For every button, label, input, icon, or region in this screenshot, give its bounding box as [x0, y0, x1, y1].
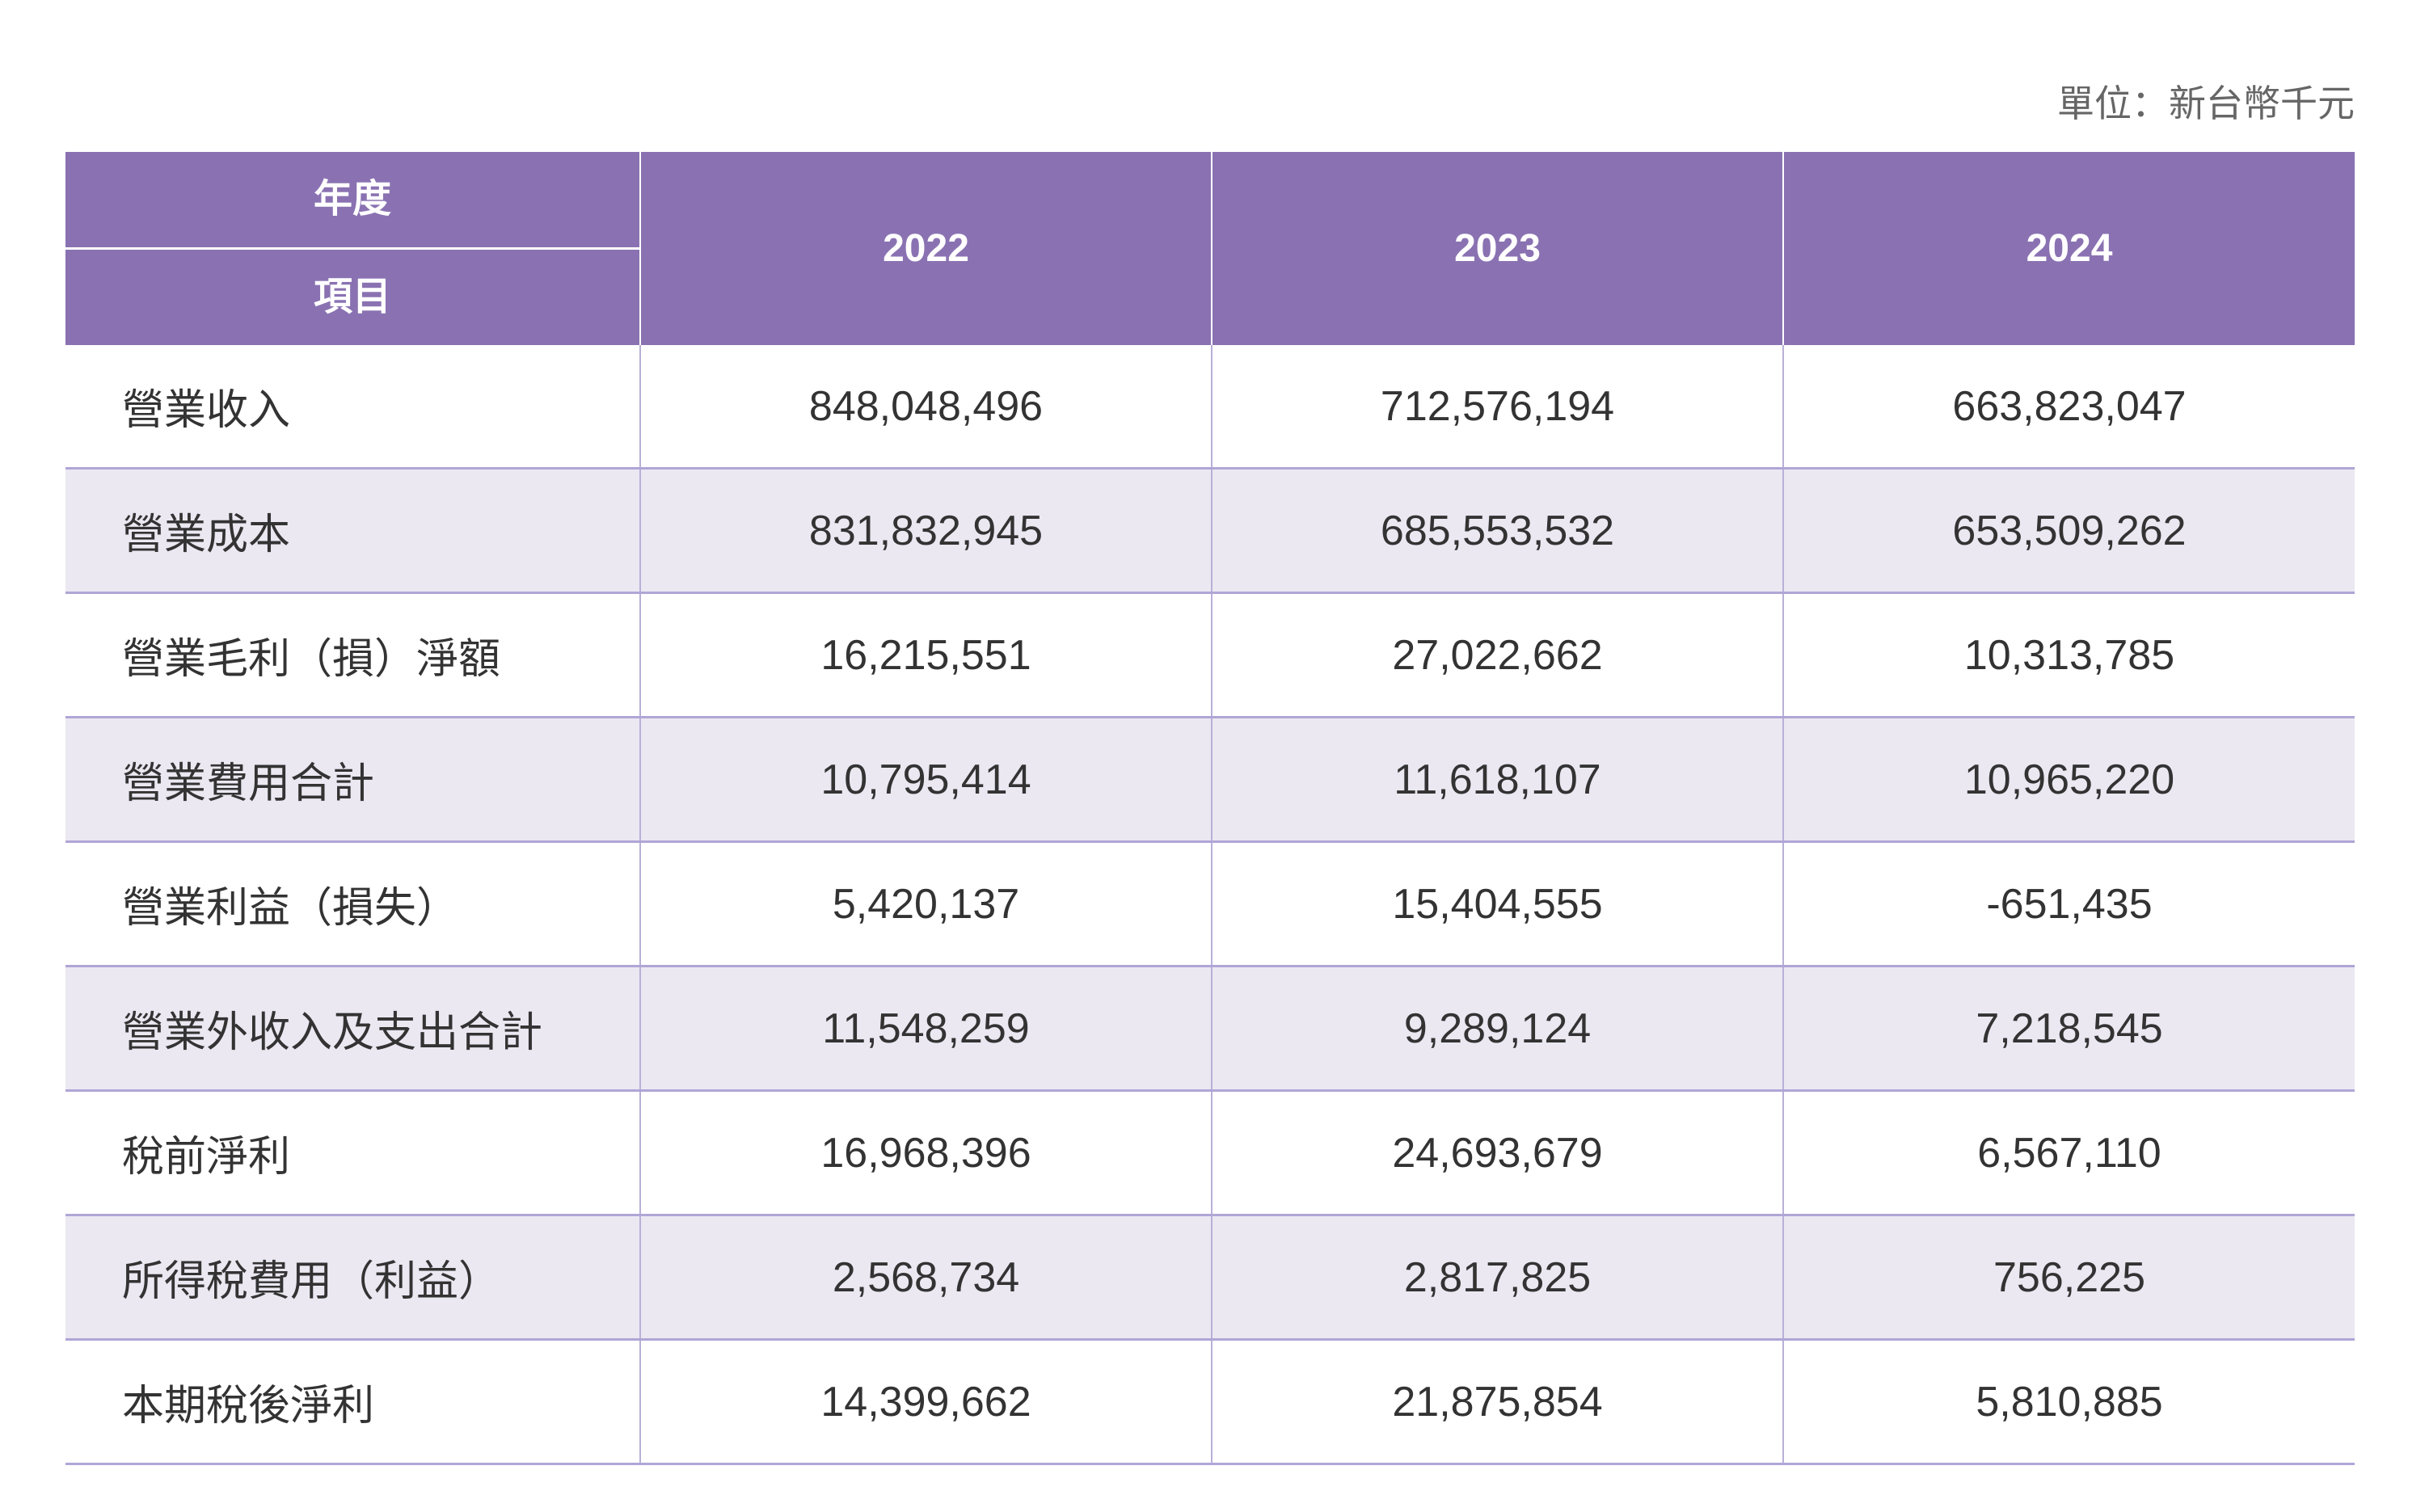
- row-item-label: 稅前淨利: [65, 1090, 640, 1216]
- header-year-2024: 2024: [1782, 152, 2355, 345]
- value-cell-2024: 663,823,047: [1782, 345, 2355, 470]
- table-row: 營業外收入及支出合計 11,548,259 9,289,124 7,218,545: [65, 966, 2355, 1092]
- value-cell-2022: 10,795,414: [639, 717, 1212, 843]
- value-cell-2022: 16,968,396: [639, 1090, 1212, 1216]
- row-item-label: 營業外收入及支出合計: [65, 966, 640, 1092]
- table-row: 稅前淨利 16,968,396 24,693,679 6,567,110: [65, 1090, 2355, 1216]
- table-row: 本期稅後淨利 14,399,662 21,875,854 5,810,885: [65, 1339, 2355, 1465]
- table-row: 營業成本 831,832,945 685,553,532 653,509,262: [65, 468, 2355, 594]
- header-year-2022: 2022: [639, 152, 1212, 345]
- value-cell-2023: 9,289,124: [1211, 966, 1783, 1092]
- header-corner-cell: 年度 項目: [65, 152, 640, 345]
- value-cell-2022: 16,215,551: [639, 592, 1212, 718]
- header-year-2023: 2023: [1211, 152, 1783, 345]
- table-row: 營業收入 848,048,496 712,576,194 663,823,047: [65, 345, 2355, 470]
- row-item-label: 營業費用合計: [65, 717, 640, 843]
- value-cell-2022: 14,399,662: [639, 1339, 1212, 1465]
- value-cell-2024: 10,313,785: [1782, 592, 2355, 718]
- row-item-label: 營業毛利（損）淨額: [65, 592, 640, 718]
- table-row: 營業利益（損失） 5,420,137 15,404,555 -651,435: [65, 841, 2355, 967]
- row-item-label: 營業利益（損失）: [65, 841, 640, 967]
- value-cell-2023: 24,693,679: [1211, 1090, 1783, 1216]
- financial-table: 年度 項目 2022 2023 2024 營業收入 848,048,496 712,…: [65, 152, 2355, 1465]
- value-cell-2023: 685,553,532: [1211, 468, 1783, 594]
- value-cell-2023: 2,817,825: [1211, 1215, 1783, 1341]
- value-cell-2023: 15,404,555: [1211, 841, 1783, 967]
- value-cell-2023: 27,022,662: [1211, 592, 1783, 718]
- table-row: 所得稅費用（利益） 2,568,734 2,817,825 756,225: [65, 1215, 2355, 1341]
- row-item-label: 營業收入: [65, 345, 640, 470]
- header-year-label: 年度: [65, 152, 639, 250]
- table-row: 營業費用合計 10,795,414 11,618,107 10,965,220: [65, 717, 2355, 843]
- value-cell-2022: 848,048,496: [639, 345, 1212, 470]
- value-cell-2024: 756,225: [1782, 1215, 2355, 1341]
- header-row: 年度 項目 2022 2023 2024: [65, 152, 2355, 345]
- value-cell-2022: 2,568,734: [639, 1215, 1212, 1341]
- row-item-label: 所得稅費用（利益）: [65, 1215, 640, 1341]
- table-row: 營業毛利（損）淨額 16,215,551 27,022,662 10,313,785: [65, 592, 2355, 718]
- unit-label: 單位：新台幣千元: [2057, 82, 2355, 124]
- value-cell-2023: 11,618,107: [1211, 717, 1783, 843]
- value-cell-2023: 21,875,854: [1211, 1339, 1783, 1465]
- value-cell-2024: -651,435: [1782, 841, 2355, 967]
- value-cell-2024: 10,965,220: [1782, 717, 2355, 843]
- value-cell-2024: 5,810,885: [1782, 1339, 2355, 1465]
- row-item-label: 營業成本: [65, 468, 640, 594]
- value-cell-2023: 712,576,194: [1211, 345, 1783, 470]
- value-cell-2024: 6,567,110: [1782, 1090, 2355, 1216]
- value-cell-2024: 653,509,262: [1782, 468, 2355, 594]
- header-item-label: 項目: [313, 276, 391, 318]
- row-item-label: 本期稅後淨利: [65, 1339, 640, 1465]
- value-cell-2022: 11,548,259: [639, 966, 1212, 1092]
- value-cell-2024: 7,218,545: [1782, 966, 2355, 1092]
- value-cell-2022: 5,420,137: [639, 841, 1212, 967]
- value-cell-2022: 831,832,945: [639, 468, 1212, 594]
